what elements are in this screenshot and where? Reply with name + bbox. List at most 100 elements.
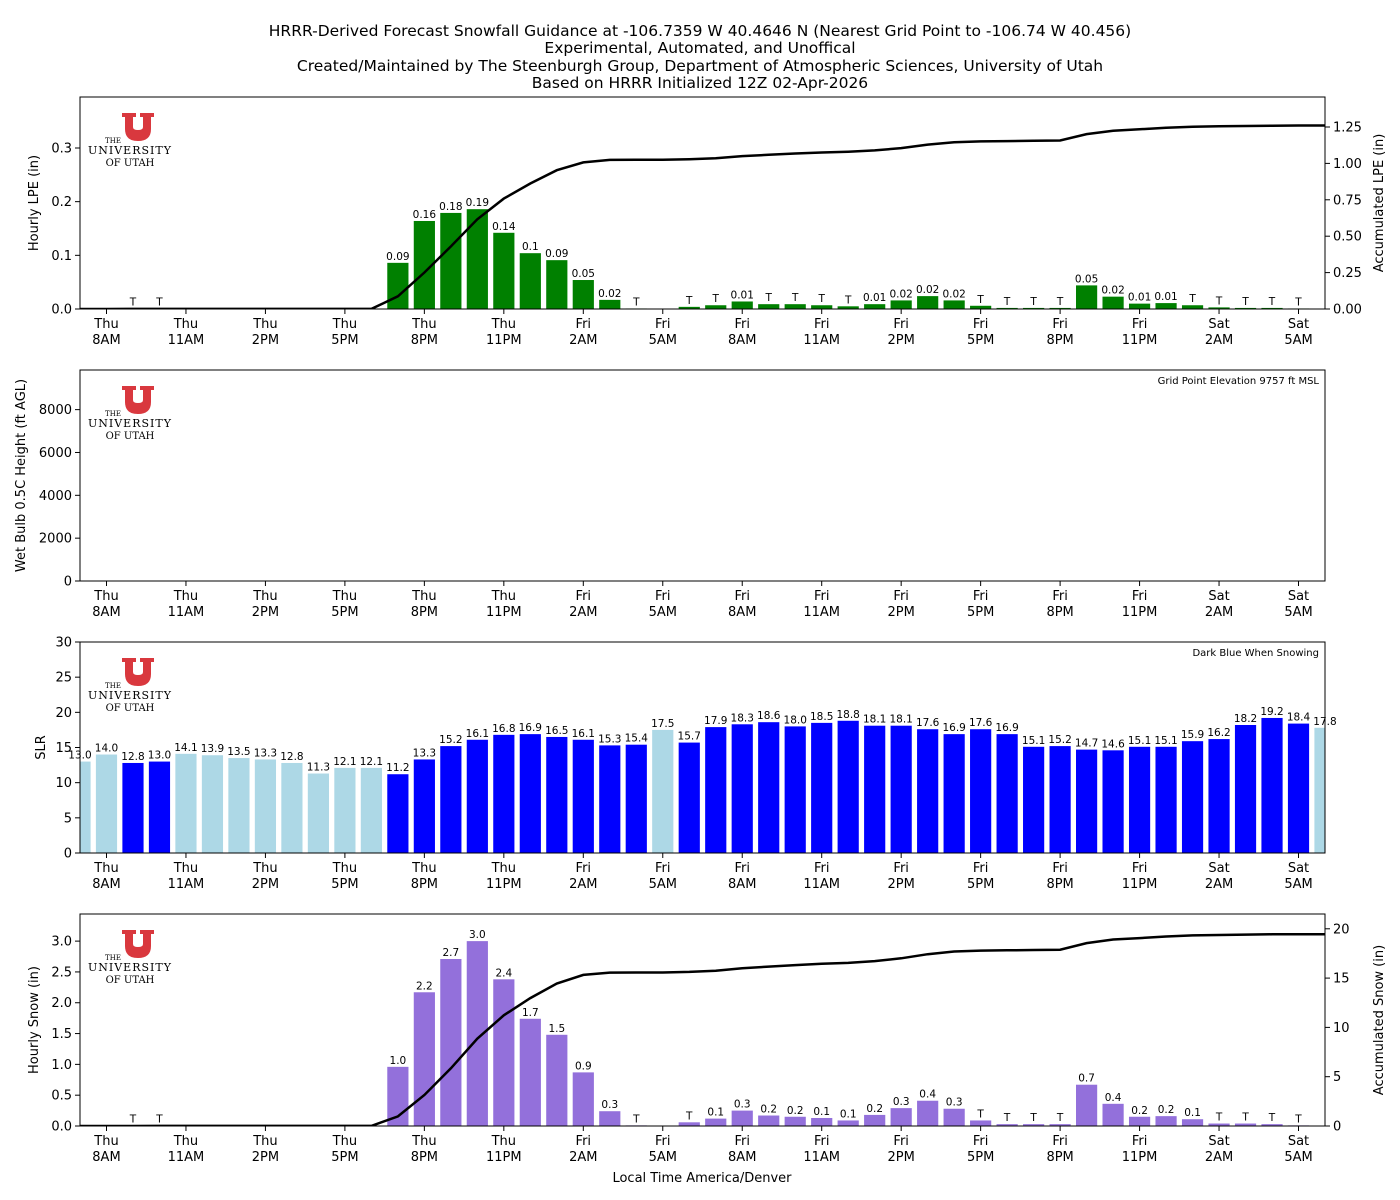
title-line-3: Created/Maintained by The Steenburgh Gro…	[297, 57, 1103, 75]
x-tick-day: Sat	[1208, 589, 1229, 604]
x-tick-time: 8AM	[92, 877, 120, 892]
bar-label: 0.9	[575, 1060, 592, 1072]
bar-label: 16.9	[995, 722, 1018, 734]
y-axis-label: Hourly LPE (in)	[27, 155, 42, 251]
bar	[493, 979, 515, 1126]
bar	[784, 726, 806, 853]
bar	[837, 1120, 859, 1126]
bar	[943, 300, 965, 309]
bar-label: T	[155, 1114, 163, 1126]
bar-label: 15.4	[625, 733, 649, 745]
y-tick-label: 0.5	[51, 1089, 72, 1104]
x-tick-day: Fri	[1052, 317, 1068, 332]
x-tick-time: 5PM	[967, 605, 994, 620]
bar-label: T	[1056, 1112, 1064, 1124]
panel-annotation: Grid Point Elevation 9757 ft MSL	[1158, 376, 1320, 387]
y-tick-label: 6000	[39, 446, 72, 461]
bar-label: T	[817, 293, 825, 305]
bar	[705, 305, 727, 309]
x-tick-day: Thu	[173, 317, 198, 332]
bar-label: T	[1215, 295, 1223, 307]
x-tick-time: 11PM	[1122, 605, 1158, 620]
logo-text-university: UNIVERSITY	[88, 144, 172, 157]
bar	[1181, 305, 1204, 309]
x-tick-time: 2AM	[569, 605, 597, 620]
bar-label: 0.02	[1101, 285, 1124, 297]
bar-label: 0.05	[572, 268, 595, 280]
bar	[996, 1124, 1018, 1126]
bar	[758, 722, 780, 853]
x-tick-day: Thu	[491, 589, 516, 604]
x-tick-time: 8PM	[411, 877, 438, 892]
bar	[1208, 739, 1230, 853]
bar	[1102, 296, 1124, 309]
accumulated-line	[80, 124, 1325, 309]
panel-1: T T0.090.160.18 0.190.140.10.090.050.02T T T…	[27, 96, 1387, 348]
bar-label: 16.1	[466, 728, 489, 740]
bar-label: T	[1268, 1112, 1276, 1124]
y2-tick-label: 0.00	[1333, 303, 1362, 318]
panel-4: T T 1.0 2.2 2.7 3.0 2.4 1.7 1.5 0.9 0.3 T T 0.1 0.3 0.2…	[27, 913, 1387, 1165]
bar	[1023, 1124, 1045, 1126]
x-tick-time: 8PM	[411, 1150, 438, 1165]
x-tick-day: Thu	[411, 589, 436, 604]
bar	[546, 1034, 568, 1126]
bar	[1261, 1124, 1283, 1126]
bar	[652, 729, 674, 853]
bar-label: 13.9	[201, 743, 224, 755]
x-tick-time: 2PM	[888, 1150, 915, 1165]
y-axis-label: Wet Bulb 0.5C Height (ft AGL)	[14, 379, 29, 572]
x-tick-day: Thu	[173, 589, 198, 604]
bar	[1261, 717, 1283, 853]
bar-label: 11.3	[307, 762, 330, 774]
x-tick-day: Fri	[973, 589, 989, 604]
bar-label: 0.2	[866, 1103, 883, 1115]
title-line-4: Based on HRRR Initialized 12Z 02-Apr-202…	[532, 74, 868, 92]
bar-label: 18.4	[1287, 712, 1311, 724]
bar-label: 15.7	[678, 731, 701, 743]
y-tick-label: 0.1	[51, 249, 72, 264]
bar-label: T	[791, 292, 799, 304]
x-tick-time: 11PM	[486, 1150, 522, 1165]
x-tick-time: 8AM	[92, 605, 120, 620]
bar-label: 0.4	[919, 1089, 936, 1101]
bar-label: 13.3	[254, 747, 277, 759]
bar	[705, 727, 727, 853]
bar	[1102, 750, 1124, 853]
bar	[334, 767, 356, 853]
bar	[519, 253, 541, 309]
x-tick-time: 11AM	[803, 333, 840, 348]
bar-label: T	[1029, 1112, 1037, 1124]
x-tick-time: 2PM	[888, 605, 915, 620]
bar	[784, 1116, 806, 1126]
bar	[784, 304, 806, 309]
x-tick-time: 11AM	[803, 605, 840, 620]
title-line-1: HRRR-Derived Forecast Snowfall Guidance …	[269, 22, 1131, 40]
x-tick-time: 5PM	[967, 877, 994, 892]
x-tick-time: 8AM	[92, 333, 120, 348]
bar-label: 0.2	[1158, 1104, 1175, 1116]
x-tick-time: 11AM	[803, 1150, 840, 1165]
logo-text-the: THE	[105, 137, 121, 145]
bar	[811, 305, 833, 309]
bar	[440, 958, 462, 1126]
y-tick-label: 1.0	[51, 1058, 72, 1073]
bar	[360, 767, 382, 853]
bar-label: 16.1	[572, 728, 595, 740]
bars	[80, 124, 1325, 309]
logo-text-of-utah: OF UTAH	[106, 703, 155, 714]
bar	[440, 212, 462, 309]
x-tick-time: 5AM	[649, 1150, 677, 1165]
bar-label: 0.01	[731, 289, 754, 301]
x-tick-time: 5AM	[1284, 605, 1312, 620]
panel-annotation: Dark Blue When Snowing	[1192, 648, 1319, 659]
bar	[996, 734, 1018, 853]
x-tick-time: 11PM	[486, 605, 522, 620]
x-tick-time: 11AM	[168, 605, 205, 620]
x-tick-time: 8PM	[1046, 877, 1073, 892]
bar	[493, 232, 515, 309]
x-tick-day: Thu	[93, 589, 118, 604]
x-tick-day: Fri	[1052, 589, 1068, 604]
x-tick-day: Thu	[491, 317, 516, 332]
y-axis-label: SLR	[34, 735, 49, 760]
